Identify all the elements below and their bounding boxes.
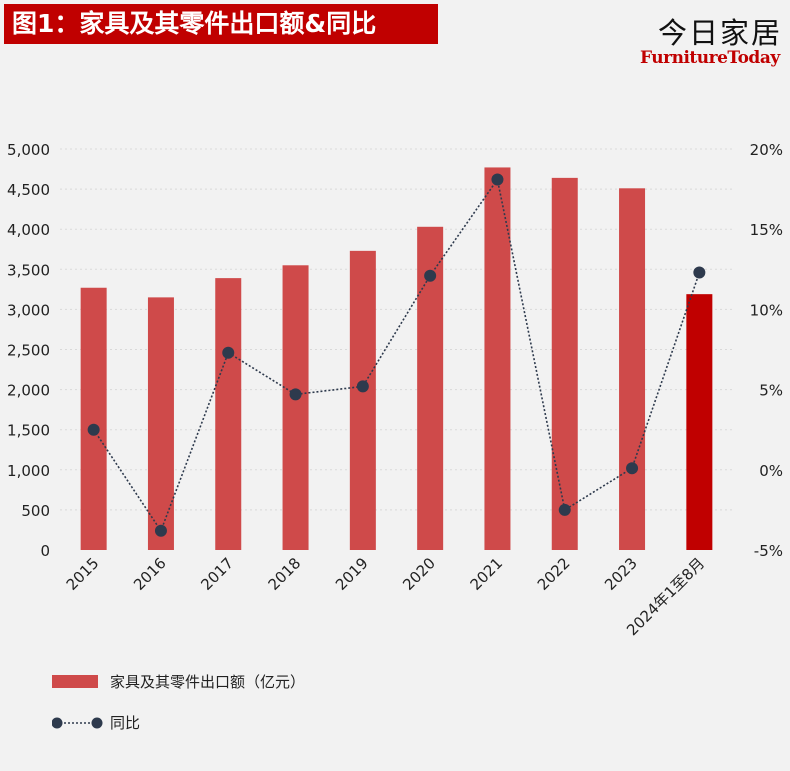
- x-tick-label: 2020: [399, 554, 439, 594]
- yoy-point: [154, 524, 167, 537]
- x-tick-label: 2016: [130, 554, 170, 594]
- y-right-tick-label: 20%: [750, 141, 783, 159]
- y-left-tick-label: 3,500: [7, 261, 50, 279]
- yoy-point: [87, 423, 100, 436]
- yoy-line: [93, 177, 701, 533]
- bar: [551, 177, 578, 550]
- legend-item-bar-series: 家具及其零件出口额（亿元）: [52, 671, 305, 692]
- legend-swatch-bar: [52, 675, 98, 688]
- yoy-point: [424, 269, 437, 282]
- y-right-tick-label: 10%: [750, 301, 783, 319]
- bar: [349, 250, 376, 550]
- y-left-tick-label: 2,500: [7, 342, 50, 360]
- x-tick-label: 2017: [197, 554, 237, 594]
- y-right-tick-label: 5%: [759, 382, 783, 400]
- yoy-point: [693, 266, 706, 279]
- yoy-point: [222, 346, 235, 359]
- x-tick-label: 2022: [534, 554, 574, 594]
- legend-label-bar-series: 家具及其零件出口额（亿元）: [110, 673, 306, 691]
- bar: [215, 278, 242, 550]
- yoy-point: [626, 462, 639, 475]
- yoy-point: [356, 380, 369, 393]
- y-right-tick-label: 0%: [759, 462, 783, 480]
- bar: [619, 188, 646, 550]
- legend-item-line-series: 同比: [52, 712, 140, 733]
- x-tick-label: 2023: [601, 554, 641, 594]
- brand-logo-english: FurnitureToday: [640, 48, 780, 68]
- y-left-tick-label: 500: [21, 502, 50, 520]
- y-left-tick-label: 4,000: [7, 221, 50, 239]
- legend-swatch-line: [52, 717, 103, 728]
- legend-label-line-series: 同比: [110, 714, 141, 732]
- brand-logo-chinese: 今日家居: [657, 16, 782, 50]
- bar: [80, 287, 107, 550]
- y-right-tick-label: 15%: [750, 221, 783, 239]
- y-left-tick-label: 1,000: [7, 462, 50, 480]
- y-right-tick-label: -5%: [754, 542, 783, 560]
- bar: [147, 297, 174, 550]
- x-tick-label: 2019: [332, 554, 372, 594]
- bar: [282, 265, 309, 550]
- y-left-tick-label: 0: [40, 542, 50, 560]
- yoy-point: [491, 173, 504, 186]
- bar: [484, 167, 511, 551]
- x-tick-label: 2015: [63, 554, 103, 594]
- x-tick-label: 2021: [467, 554, 507, 594]
- yoy-point: [289, 388, 302, 401]
- y-left-tick-label: 1,500: [7, 422, 50, 440]
- y-left-tick-label: 5,000: [7, 141, 50, 159]
- y-left-tick-label: 3,000: [7, 301, 50, 319]
- y-left-tick-label: 4,500: [7, 181, 50, 199]
- x-tick-label: 2018: [265, 554, 305, 594]
- chart-title: 图1：家具及其零件出口额&同比: [4, 4, 438, 44]
- bar: [686, 294, 713, 550]
- y-left-tick-label: 2,000: [7, 382, 50, 400]
- yoy-point: [558, 503, 571, 516]
